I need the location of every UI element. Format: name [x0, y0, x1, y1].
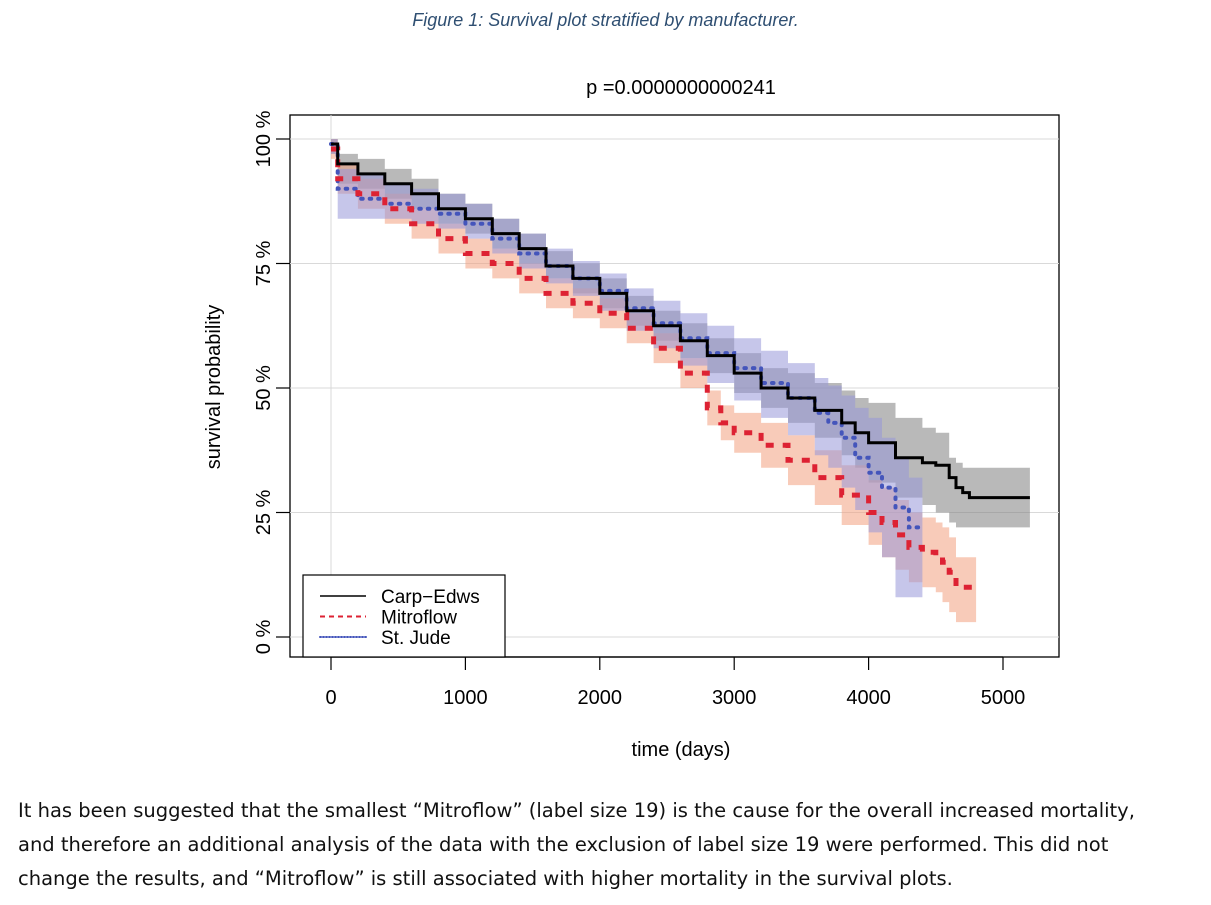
confidence-bands: [331, 139, 1030, 623]
body-paragraph-line: change the results, and “Mitroflow” is s…: [18, 867, 953, 890]
legend-label: Carp−Edws: [381, 587, 480, 608]
y-tick-label: 25 %: [253, 489, 275, 535]
survival-curve: [329, 142, 925, 530]
body-paragraph-line: It has been suggested that the smallest …: [18, 799, 1135, 822]
y-tick-label: 50 %: [253, 365, 275, 411]
y-axis: 0 % 25 % 50 % 75 % 100 %: [253, 110, 290, 654]
survival-curves: [329, 142, 1030, 590]
y-axis-label: survival probability: [203, 305, 225, 470]
survival-curve: [331, 142, 1030, 500]
legend-label: St. Jude: [381, 628, 451, 649]
legend-label: Mitroflow: [381, 608, 457, 629]
survival-curve: [331, 146, 977, 590]
figure-caption: Figure 1: Survival plot stratified by ma…: [412, 10, 799, 30]
x-tick-label: 0: [325, 687, 336, 709]
body-paragraph-line: and therefore an additional analysis of …: [18, 833, 1109, 856]
x-tick-label: 5000: [981, 687, 1026, 709]
y-tick-label: 75 %: [253, 240, 275, 286]
x-tick-label: 1000: [443, 687, 488, 709]
chart-title: p =0.0000000000241: [586, 77, 776, 99]
y-tick-label: 100 %: [253, 110, 275, 167]
x-tick-label: 4000: [846, 687, 891, 709]
survival-plot: p =0.0000000000241 0 1000 2000 3000 4000 5000…: [203, 77, 1060, 761]
x-tick-label: 2000: [578, 687, 623, 709]
x-axis: 0 1000 2000 3000 4000 5000: [325, 656, 1026, 709]
legend-box: [302, 574, 506, 658]
x-tick-label: 3000: [712, 687, 757, 709]
x-axis-label: time (days): [632, 739, 731, 761]
y-tick-label: 0 %: [253, 620, 275, 655]
body-text: It has been suggested that the smallest …: [18, 794, 1198, 896]
